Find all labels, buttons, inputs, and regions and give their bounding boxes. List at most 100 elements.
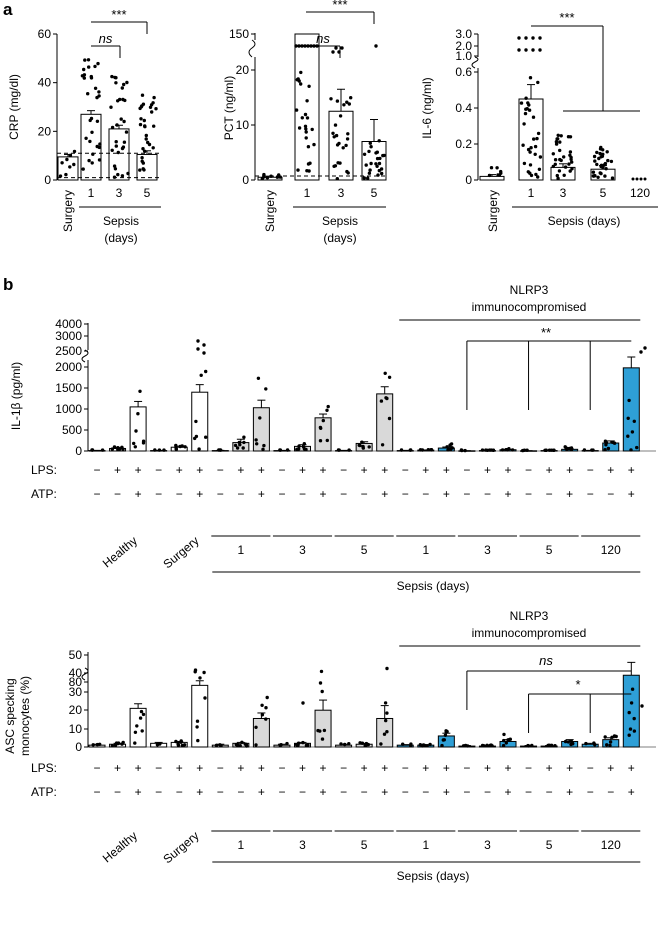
y-tick-label: 0 (44, 173, 51, 187)
data-point (198, 676, 202, 680)
lps-sign: − (525, 761, 532, 775)
data-point (449, 442, 454, 446)
data-point (72, 149, 77, 154)
data-point (463, 448, 467, 453)
data-point (564, 447, 569, 451)
y-axis-label-2: monocytes (%) (18, 676, 32, 756)
group-label: 5 (361, 838, 368, 852)
bar-27 (622, 367, 640, 452)
data-point (440, 743, 444, 748)
y-tick-label: 500 (62, 423, 82, 437)
data-point (591, 170, 596, 174)
data-point (643, 177, 647, 181)
sig-asc-star-label: * (575, 677, 580, 692)
data-point (603, 735, 607, 739)
data-point (143, 149, 147, 153)
data-point (180, 743, 184, 748)
category-label: Surgery (486, 190, 500, 232)
atp-sign: − (422, 487, 429, 501)
y-tick-label: 20 (69, 703, 83, 717)
data-point (367, 445, 371, 449)
data-point (379, 742, 383, 746)
data-point (141, 161, 145, 165)
data-point (133, 741, 137, 745)
data-point (300, 116, 304, 120)
lps-sign: + (196, 761, 203, 775)
data-point (380, 443, 385, 447)
row-label-lps: LPS: (31, 761, 57, 775)
data-point (144, 137, 148, 141)
data-point (630, 430, 635, 434)
data-point (358, 741, 362, 745)
data-point (563, 739, 568, 744)
data-point (151, 101, 155, 105)
data-point (138, 716, 143, 720)
category-label: 1 (304, 186, 311, 200)
data-point (142, 168, 146, 172)
data-point (536, 175, 540, 179)
lps-sign: − (402, 761, 409, 775)
data-point (260, 703, 264, 707)
data-point (536, 80, 540, 85)
lps-sign: + (504, 463, 511, 477)
data-point (345, 100, 349, 104)
data-point (174, 447, 178, 451)
data-point (340, 46, 344, 50)
data-point (385, 730, 389, 734)
group-label: 3 (484, 543, 491, 557)
data-point (554, 140, 559, 144)
data-point (428, 742, 432, 747)
data-point (294, 44, 298, 48)
data-point (612, 734, 617, 738)
data-point (95, 144, 99, 149)
atp-sign: + (504, 487, 511, 501)
data-point (535, 136, 539, 141)
data-point (122, 82, 126, 87)
lps-sign: − (587, 463, 594, 477)
group-label: 5 (361, 543, 368, 557)
data-point (296, 743, 300, 747)
y-tick-label: 50 (69, 648, 83, 662)
data-point (154, 107, 158, 111)
atp-sign: + (135, 487, 142, 501)
sig-pct-ns-label: ns (316, 31, 330, 46)
data-point (584, 741, 588, 746)
data-point (362, 176, 366, 180)
data-point (367, 171, 372, 175)
data-point (140, 729, 144, 733)
data-point (401, 742, 405, 746)
data-point (595, 162, 599, 167)
lps-sign: − (93, 463, 100, 477)
data-point (599, 145, 603, 150)
group-sublabel: (days) (323, 231, 356, 245)
data-point (261, 447, 265, 451)
atp-sign: − (340, 487, 347, 501)
data-point (335, 99, 340, 103)
data-point (556, 133, 560, 137)
data-point (297, 44, 301, 48)
lps-sign: + (546, 761, 553, 775)
data-point (86, 92, 90, 96)
data-point (377, 139, 381, 143)
data-point (533, 152, 537, 156)
lps-sign: + (135, 463, 142, 477)
data-point (610, 440, 615, 444)
data-point (338, 114, 343, 118)
sig-crp-ns-label: ns (99, 31, 113, 46)
data-point (295, 447, 299, 452)
data-point (529, 173, 534, 178)
data-point (347, 742, 351, 746)
atp-sign: − (484, 487, 491, 501)
data-point (529, 146, 533, 150)
data-point (204, 369, 208, 374)
data-point (385, 666, 389, 671)
data-point (604, 167, 608, 171)
crp-chart: 0 20 40 60 CRP (mg/dl) Surgery 1 3 5 Sepsis (days)… (7, 7, 162, 245)
data-point (296, 168, 300, 172)
bar-3 (328, 110, 354, 181)
data-point (333, 164, 338, 168)
data-point (114, 81, 118, 85)
data-point (597, 156, 601, 161)
data-point (194, 419, 198, 424)
data-point (196, 347, 200, 351)
